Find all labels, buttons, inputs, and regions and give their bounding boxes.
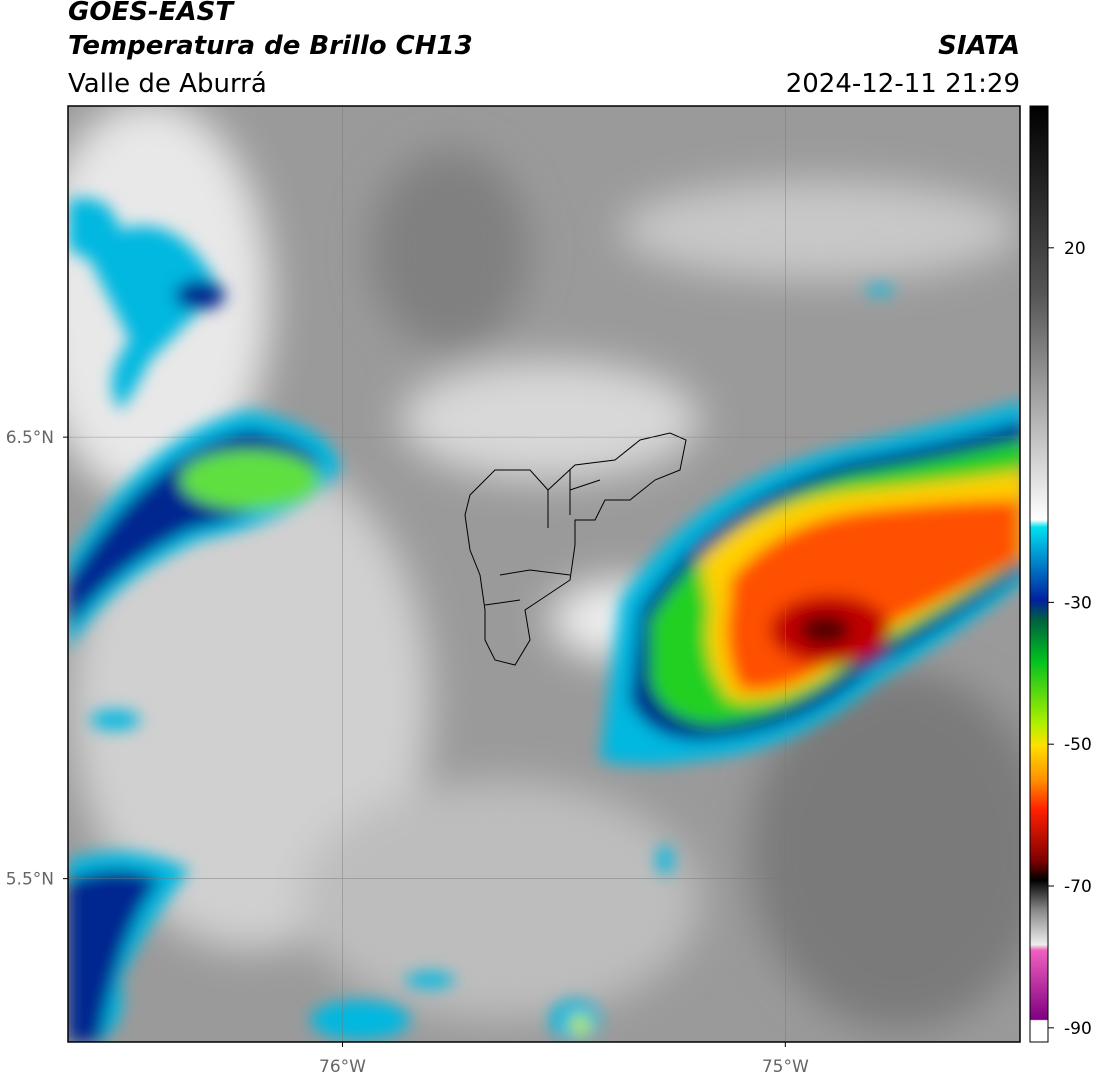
colorbar-tick-label: 20 bbox=[1064, 239, 1086, 259]
title: GOES-EAST bbox=[68, 0, 235, 27]
y-tick-label: 6.5°N bbox=[6, 428, 54, 448]
x-tick-label: 75°W bbox=[762, 1057, 809, 1077]
colorbar-tick-label: -70 bbox=[1064, 877, 1092, 897]
x-tick-label: 76°W bbox=[319, 1057, 366, 1077]
y-tick-label: 5.5°N bbox=[6, 870, 54, 890]
map-frame bbox=[67, 105, 1021, 1043]
region: Valle de Aburrá bbox=[68, 69, 267, 99]
colorbar-tick-label: -30 bbox=[1064, 593, 1092, 613]
satellite-image bbox=[68, 106, 1020, 1042]
colorbar-tick-label: -90 bbox=[1064, 1019, 1092, 1039]
subtitle: Temperatura de Brillo CH13 bbox=[68, 31, 473, 61]
colorbar-tick-label: -50 bbox=[1064, 735, 1092, 755]
source: SIATA bbox=[938, 31, 1020, 61]
municipal-boundaries bbox=[464, 432, 687, 666]
colorbar bbox=[1029, 105, 1049, 1043]
timestamp: 2024-12-11 21:29 bbox=[786, 69, 1020, 99]
